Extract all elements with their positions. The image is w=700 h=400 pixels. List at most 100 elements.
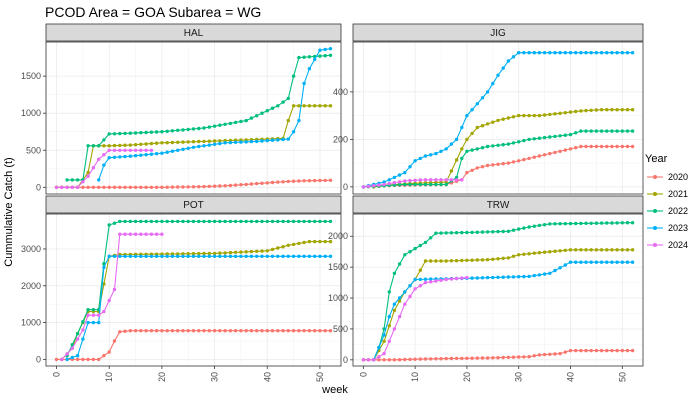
data-point-2020 — [584, 144, 588, 149]
data-point-2023 — [408, 165, 412, 169]
data-point-2020 — [128, 329, 132, 333]
data-point-2020 — [197, 185, 201, 189]
data-point-2023 — [568, 260, 573, 264]
data-point-2020 — [434, 357, 438, 361]
data-point-2024 — [439, 278, 443, 282]
data-point-2022 — [128, 131, 132, 135]
data-point-2020 — [228, 329, 233, 333]
data-point-2021 — [207, 251, 211, 256]
data-point-2020 — [218, 184, 222, 188]
data-point-2020 — [470, 356, 474, 360]
data-point-2021 — [475, 125, 479, 130]
data-point-2021 — [491, 120, 495, 124]
data-point-2021 — [584, 248, 588, 252]
data-point-2021 — [207, 139, 211, 143]
data-point-2023 — [112, 254, 117, 258]
data-point-2022 — [563, 133, 567, 137]
data-point-2022 — [281, 100, 285, 104]
data-point-2021 — [323, 239, 327, 244]
data-point-2022 — [454, 231, 459, 235]
data-point-2021 — [548, 112, 552, 117]
data-point-2020 — [444, 356, 448, 361]
data-point-2023 — [197, 144, 201, 149]
data-point-2022 — [589, 221, 593, 225]
data-point-2024 — [444, 277, 448, 282]
data-point-2023 — [260, 254, 264, 258]
data-point-2021 — [418, 268, 422, 272]
data-point-2020 — [439, 357, 443, 361]
data-point-2021 — [382, 339, 386, 343]
data-point-2022 — [265, 219, 269, 224]
data-point-2022 — [165, 219, 169, 224]
data-point-2022 — [75, 331, 80, 336]
data-point-2023 — [594, 260, 599, 264]
data-point-2023 — [506, 59, 511, 63]
y-tick-label: 0 — [36, 182, 41, 192]
data-point-2023 — [176, 254, 180, 258]
data-point-2024 — [123, 232, 127, 236]
data-point-2022 — [128, 219, 132, 224]
data-point-2021 — [139, 142, 143, 146]
data-point-2022 — [429, 182, 433, 187]
data-point-2022 — [392, 271, 397, 275]
data-point-2020 — [328, 329, 333, 333]
data-point-2024 — [429, 280, 433, 284]
data-point-2021 — [568, 248, 573, 252]
data-point-2024 — [465, 275, 469, 280]
data-point-2024 — [123, 148, 127, 152]
x-tick-label: 10 — [104, 372, 114, 382]
data-point-2021 — [291, 242, 296, 247]
data-point-2023 — [202, 144, 206, 148]
data-point-2021 — [165, 141, 169, 145]
data-point-2024 — [423, 178, 428, 182]
legend-entry-2022: 2022 — [647, 206, 688, 216]
data-point-2022 — [154, 130, 159, 134]
data-point-2024 — [65, 352, 69, 356]
data-point-2023 — [70, 355, 75, 360]
data-point-2023 — [548, 51, 552, 55]
data-point-2023 — [228, 254, 233, 258]
data-point-2020 — [377, 358, 381, 362]
data-point-2024 — [454, 178, 459, 182]
data-point-2023 — [165, 150, 169, 154]
data-point-2023 — [460, 125, 464, 130]
data-point-2020 — [548, 151, 552, 156]
data-point-2022 — [579, 129, 583, 133]
data-point-2020 — [470, 168, 474, 172]
x-tick-label: 0 — [52, 372, 62, 377]
data-point-2023 — [154, 254, 159, 258]
data-point-2021 — [630, 108, 635, 112]
data-point-2023 — [223, 254, 227, 258]
data-point-2024 — [372, 184, 376, 188]
data-point-2021 — [149, 141, 154, 146]
data-point-2021 — [170, 140, 175, 145]
data-point-2021 — [328, 104, 333, 108]
data-point-2022 — [233, 120, 238, 125]
data-point-2023 — [527, 274, 531, 279]
data-point-2022 — [75, 178, 80, 182]
data-point-2022 — [599, 221, 604, 225]
data-point-2022 — [511, 228, 516, 232]
data-point-2022 — [454, 175, 459, 180]
data-point-2020 — [112, 185, 117, 189]
data-point-2021 — [610, 108, 614, 112]
strip-background — [45, 195, 342, 214]
data-point-2022 — [610, 221, 614, 225]
data-point-2020 — [302, 179, 306, 183]
data-point-2020 — [392, 358, 397, 362]
data-point-2024 — [387, 181, 391, 186]
data-point-2023 — [542, 51, 547, 55]
data-point-2022 — [197, 219, 201, 224]
data-point-2023 — [328, 254, 333, 258]
data-point-2021 — [605, 248, 609, 252]
data-point-2021 — [212, 251, 217, 256]
data-point-2022 — [291, 219, 296, 224]
data-point-2023 — [434, 151, 438, 156]
data-point-2022 — [594, 129, 599, 133]
data-point-2022 — [475, 147, 479, 151]
data-point-2022 — [434, 231, 438, 235]
data-point-2021 — [392, 308, 397, 313]
data-point-2022 — [191, 219, 196, 224]
data-point-2023 — [511, 275, 516, 279]
data-point-2023 — [228, 140, 233, 145]
